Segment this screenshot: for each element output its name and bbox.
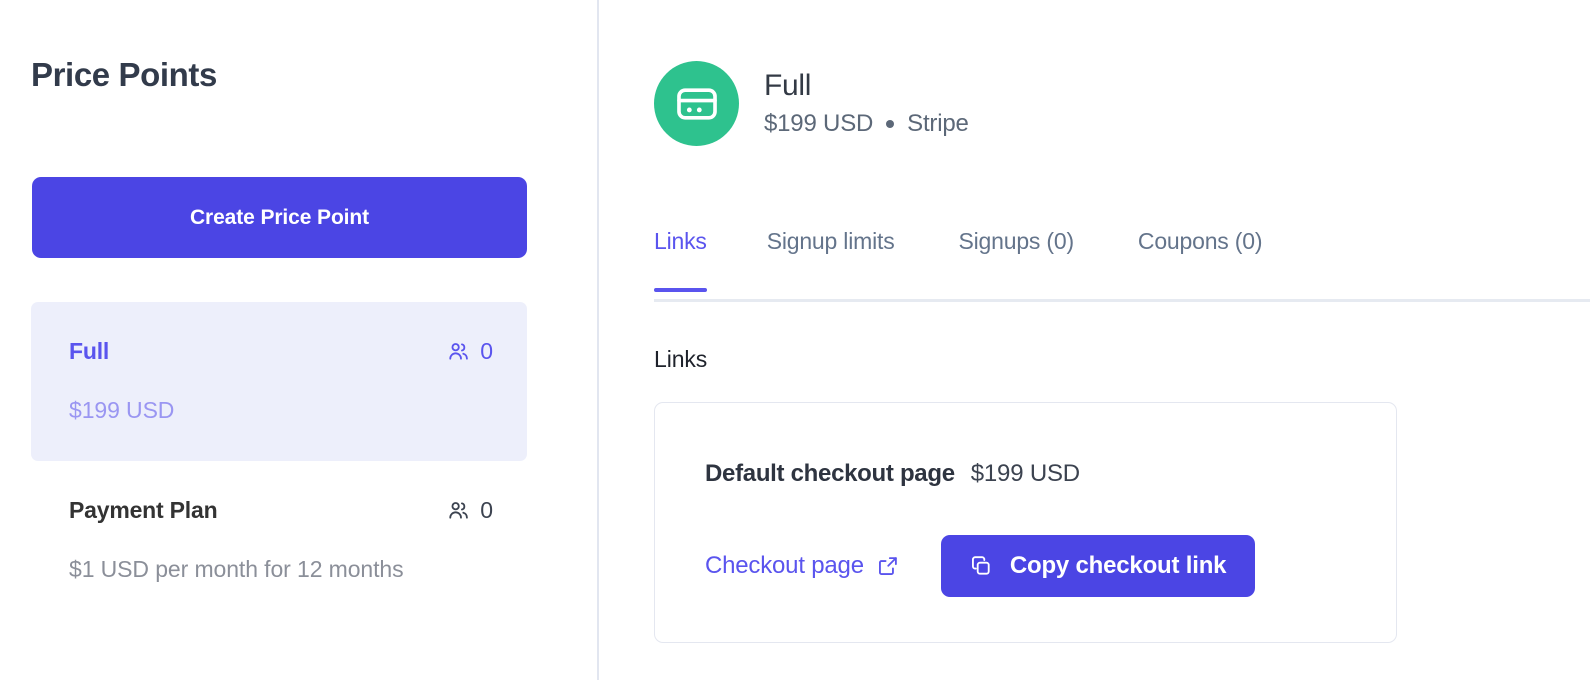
copy-checkout-link-label: Copy checkout link (1009, 552, 1227, 579)
price-point-detail-panel: Full $199 USD Stripe Links Signup limits… (599, 0, 1590, 680)
link-card-actions: Checkout page (705, 535, 1256, 597)
detail-header-text: Full $199 USD Stripe (764, 69, 969, 138)
detail-title: Full (764, 69, 812, 102)
price-point-signups: 0 (447, 497, 493, 524)
checkout-page-link[interactable]: Checkout page (705, 552, 899, 580)
detail-processor: Stripe (907, 110, 969, 137)
users-icon (447, 340, 470, 363)
credit-card-icon (674, 81, 720, 127)
tabs-baseline (654, 299, 1590, 302)
signups-count: 0 (480, 497, 493, 523)
external-link-icon (877, 555, 899, 577)
price-point-list: Full 0 $199 USD (0, 302, 598, 620)
price-point-row-top: Payment Plan 0 (69, 497, 493, 524)
link-card-name: Default checkout page (705, 460, 955, 487)
copy-checkout-link-button[interactable]: Copy checkout link (940, 535, 1256, 597)
price-points-sidebar: Price Points Create Price Point Full (0, 0, 598, 680)
price-point-signups: 0 (447, 338, 493, 365)
price-point-list-item-full[interactable]: Full 0 $199 USD (31, 302, 527, 461)
tabs-strip: Links Signup limits Signups (0) Coupons … (654, 228, 1590, 292)
links-section-heading: Links (654, 346, 708, 372)
tab-signup-limits[interactable]: Signup limits (766, 228, 895, 254)
price-point-name: Payment Plan (69, 497, 218, 523)
detail-meta: $199 USD Stripe (764, 110, 969, 138)
price-point-name: Full (69, 338, 110, 364)
signups-count: 0 (480, 338, 493, 364)
checkout-page-link-label: Checkout page (705, 552, 864, 579)
detail-tabs: Links Signup limits Signups (0) Coupons … (654, 228, 1590, 303)
price-point-row-top: Full 0 (69, 338, 493, 365)
users-icon (447, 499, 470, 522)
link-card-title: Default checkout page $199 USD (705, 460, 1080, 488)
price-point-subtitle: $1 USD per month for 12 months (69, 556, 404, 582)
create-price-point-button[interactable]: Create Price Point (32, 177, 527, 258)
copy-icon (970, 555, 992, 577)
tab-coupons[interactable]: Coupons (0) (1137, 228, 1263, 254)
default-checkout-page-card: Default checkout page $199 USD Checkout … (654, 402, 1397, 643)
link-card-price: $199 USD (970, 460, 1080, 487)
avatar (654, 61, 739, 146)
panel-divider (597, 0, 599, 680)
meta-separator-dot (886, 120, 895, 128)
page-title: Price Points (31, 56, 217, 93)
tab-links[interactable]: Links (654, 228, 735, 292)
price-point-list-item-payment-plan[interactable]: Payment Plan 0 $1 USD per (31, 461, 527, 620)
detail-price: $199 USD (764, 110, 874, 137)
tab-signups[interactable]: Signups (0) (958, 228, 1075, 254)
detail-header: Full $199 USD Stripe (654, 61, 969, 146)
price-point-subtitle: $199 USD (69, 397, 175, 423)
